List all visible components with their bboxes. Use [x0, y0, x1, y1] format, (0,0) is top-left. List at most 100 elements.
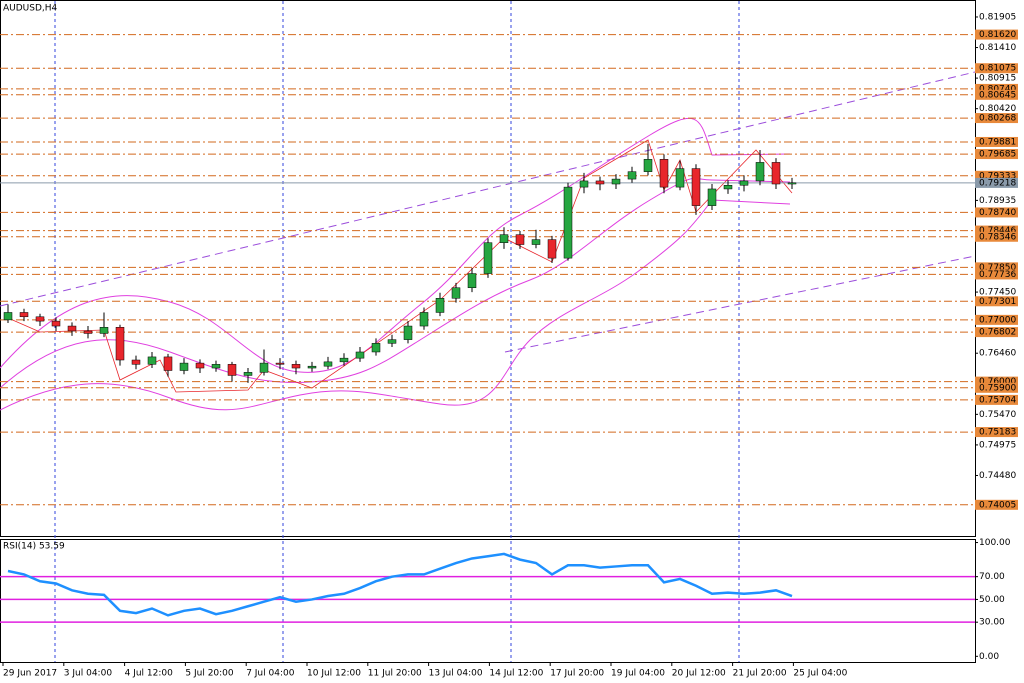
- candle-body: [739, 180, 749, 186]
- level-tag: [975, 269, 1018, 280]
- level-label: 0.75183: [979, 428, 1016, 438]
- candle-body: [435, 298, 445, 313]
- x-tick-label: 13 Jul 04:00: [429, 669, 483, 679]
- level-label: 0.76802: [979, 328, 1016, 338]
- candle-body: [19, 312, 29, 318]
- level-tag: [975, 113, 1018, 124]
- level-tag: [975, 327, 1018, 338]
- candle-body: [387, 339, 397, 344]
- level-tag: [975, 262, 1018, 273]
- candle-body: [403, 325, 413, 340]
- candle-body: [179, 362, 189, 371]
- x-tick-label: 10 Jul 12:00: [307, 669, 361, 679]
- x-tick-label: 7 Jul 04:00: [246, 669, 295, 679]
- candle-body: [515, 234, 525, 245]
- level-tag: [975, 394, 1018, 405]
- rsi-line: [7, 552, 793, 617]
- x-tick-label: 3 Jul 04:00: [64, 669, 113, 679]
- level-label: 0.78740: [979, 208, 1016, 218]
- candle-body: [419, 312, 429, 327]
- y-tick-label: 0.76460: [979, 349, 1016, 359]
- candle-body: [483, 242, 493, 274]
- level-tag: [975, 225, 1018, 236]
- candle-body: [611, 178, 621, 185]
- level-tag: [975, 63, 1018, 74]
- y-tick-label: 0.81905: [979, 12, 1016, 22]
- y-tick-label: 70.00: [979, 572, 1005, 582]
- trend-lines: [0, 71, 976, 353]
- candle-body: [131, 359, 141, 365]
- level-tag: [975, 29, 1018, 40]
- x-tick-label: 17 Jul 20:00: [550, 669, 604, 679]
- level-label: 0.79685: [979, 150, 1016, 160]
- candle-body: [195, 362, 205, 369]
- candle-body: [3, 312, 13, 321]
- y-tick-label: 0.80420: [979, 104, 1016, 114]
- candle-body: [595, 180, 605, 185]
- candle-body: [467, 273, 477, 289]
- y-tick-label: 0.81410: [979, 43, 1016, 53]
- x-tick-label: 5 Jul 20:00: [185, 669, 234, 679]
- x-tick-label: 4 Jul 12:00: [125, 669, 174, 679]
- level-tag: [975, 427, 1018, 438]
- level-tag: [975, 382, 1018, 393]
- current-price-label: 0.79218: [979, 178, 1016, 188]
- level-tag: [975, 231, 1018, 242]
- level-label: 0.81075: [979, 64, 1016, 74]
- x-tick-label: 14 Jul 12:00: [489, 669, 543, 679]
- level-tag: [975, 170, 1018, 181]
- chart-title: AUDUSD,H4: [3, 4, 58, 14]
- level-label: 0.80740: [979, 84, 1016, 94]
- y-tick-label: 0.80915: [979, 74, 1016, 84]
- candle-body: [531, 239, 541, 245]
- level-tag: [975, 89, 1018, 100]
- candle-body: [499, 234, 509, 243]
- candle-body: [451, 287, 461, 299]
- level-label: 0.81620: [979, 30, 1016, 40]
- candle-body: [723, 185, 733, 190]
- level-label: 0.79881: [979, 137, 1016, 147]
- level-label: 0.80268: [979, 114, 1016, 124]
- candle-body: [163, 356, 173, 371]
- candle-body: [787, 182, 797, 185]
- candle-body: [643, 159, 653, 172]
- candle-body: [147, 356, 157, 365]
- level-label: 0.75704: [979, 395, 1016, 405]
- level-label: 0.78446: [979, 226, 1016, 236]
- rsi-title: RSI(14) 53.59: [3, 542, 65, 552]
- candle-body: [307, 365, 317, 369]
- level-tag: [975, 207, 1018, 218]
- candle-body: [83, 330, 93, 334]
- candle-body: [691, 168, 701, 206]
- y-tick-label: 0.74480: [979, 471, 1016, 481]
- candle-body: [659, 159, 669, 188]
- level-label: 0.77301: [979, 297, 1016, 307]
- level-tag: [975, 314, 1018, 325]
- candle-body: [243, 372, 253, 376]
- y-tick-label: 0.77450: [979, 288, 1016, 298]
- candle-body: [259, 362, 269, 373]
- x-tick-label: 20 Jul 12:00: [672, 669, 726, 679]
- level-label: 0.78346: [979, 232, 1016, 242]
- y-tick-label: 0.00: [979, 652, 999, 662]
- candle-body: [771, 162, 781, 185]
- candle-body: [211, 364, 221, 369]
- y-tick-label: 50.00: [979, 595, 1005, 605]
- candle-body: [707, 188, 717, 206]
- level-tag: [975, 136, 1018, 147]
- bollinger-bands: [0, 117, 791, 411]
- x-tick-label: 11 Jul 20:00: [368, 669, 422, 679]
- candle-body: [275, 362, 285, 365]
- candle-body: [675, 168, 685, 188]
- candle-body: [547, 239, 557, 259]
- candle-body: [99, 327, 109, 334]
- y-tick-label: 0.74975: [979, 440, 1016, 450]
- current-price-tag: [975, 177, 1018, 188]
- level-label: 0.77850: [979, 263, 1016, 273]
- x-tick-label: 29 Jun 2017: [3, 669, 57, 679]
- candle-body: [371, 343, 381, 353]
- candle-body: [323, 361, 333, 367]
- candle-body: [339, 357, 349, 363]
- rsi-panel: [0, 539, 976, 663]
